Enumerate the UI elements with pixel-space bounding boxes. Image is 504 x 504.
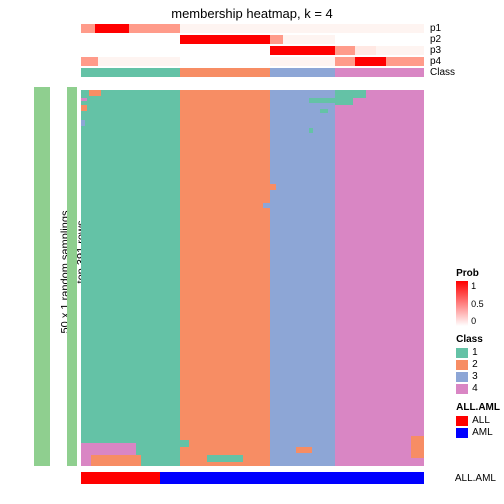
- rows-bar: [67, 87, 77, 466]
- heatmap-body: [81, 90, 424, 466]
- prob-gradient: [456, 281, 468, 326]
- anno-label: p3: [430, 45, 482, 56]
- left-axis: 50 x 1 random samplings: [4, 80, 34, 464]
- legend-item: 1: [456, 347, 500, 358]
- bottom-annotation: [81, 472, 424, 484]
- legend-item: ALL: [456, 415, 500, 426]
- legend-item: 3: [456, 371, 500, 382]
- legend-title: ALL.AML: [456, 402, 500, 413]
- legend-item: 4: [456, 383, 500, 394]
- legend-title: Prob: [456, 268, 500, 279]
- anno-row-p3: [81, 46, 424, 55]
- heatmap-column-1: [81, 90, 180, 466]
- legend-item: AML: [456, 427, 500, 438]
- bottom-annotation-label: ALL.AML: [455, 473, 496, 484]
- anno-label: Class: [430, 67, 482, 78]
- legend-title: Class: [456, 334, 500, 345]
- anno-row-p1: [81, 24, 424, 33]
- anno-row-p2: [81, 35, 424, 44]
- top-annotations: p1p2p3p4Class: [81, 24, 424, 79]
- heatmap-column-3: [270, 90, 335, 466]
- chart-title: membership heatmap, k = 4: [0, 6, 504, 21]
- legend-item: 2: [456, 359, 500, 370]
- heatmap-column-4: [335, 90, 424, 466]
- anno-label: p2: [430, 34, 482, 45]
- anno-row-Class: [81, 68, 424, 77]
- heatmap-column-2: [180, 90, 269, 466]
- legend: Prob10.50Class1234ALL.AMLALLAML: [456, 260, 500, 439]
- anno-label: p1: [430, 23, 482, 34]
- anno-label: p4: [430, 56, 482, 67]
- sampling-bar: [34, 87, 50, 466]
- anno-row-p4: [81, 57, 424, 66]
